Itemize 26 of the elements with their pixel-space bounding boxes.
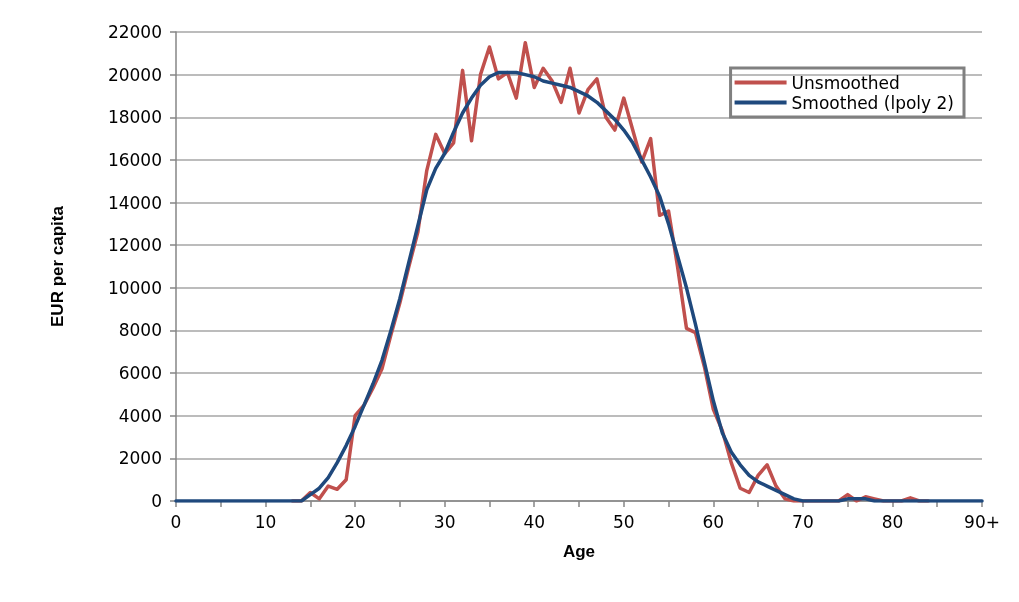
x-tick-label: 40 [523,511,546,532]
y-tick-label: 20000 [107,64,162,85]
x-axis-title: Age [562,542,596,561]
x-tick-label: 50 [612,511,635,532]
y-tick-label: 4000 [118,405,162,426]
x-tick-label: 30 [433,511,456,532]
x-tick-label: 20 [344,511,366,532]
y-tick-label: 2000 [118,448,162,469]
x-tick-label: 70 [792,511,814,532]
y-tick-label: 12000 [107,235,162,256]
y-tick-label: 0 [151,491,162,511]
legend-label: Smoothed (lpoly 2) [791,92,955,113]
x-tick-label: 0 [170,511,182,532]
x-tick-label: 10 [254,511,277,532]
y-tick-label: 10000 [107,277,162,298]
y-tick-label: 16000 [107,149,162,170]
x-tick-label: 80 [881,511,904,532]
y-tick-label: 14000 [107,192,162,213]
x-tick-label: 60 [702,511,725,532]
y-tick-label: 6000 [118,363,162,384]
x-tick-label: 90+ [964,511,1000,532]
y-tick-label: 22000 [107,22,162,42]
y-axis-title: EUR per capita [48,205,67,327]
y-tick-label: 8000 [118,320,162,341]
legend-label: Unsmoothed [791,72,900,93]
y-tick-label: 18000 [107,107,162,128]
